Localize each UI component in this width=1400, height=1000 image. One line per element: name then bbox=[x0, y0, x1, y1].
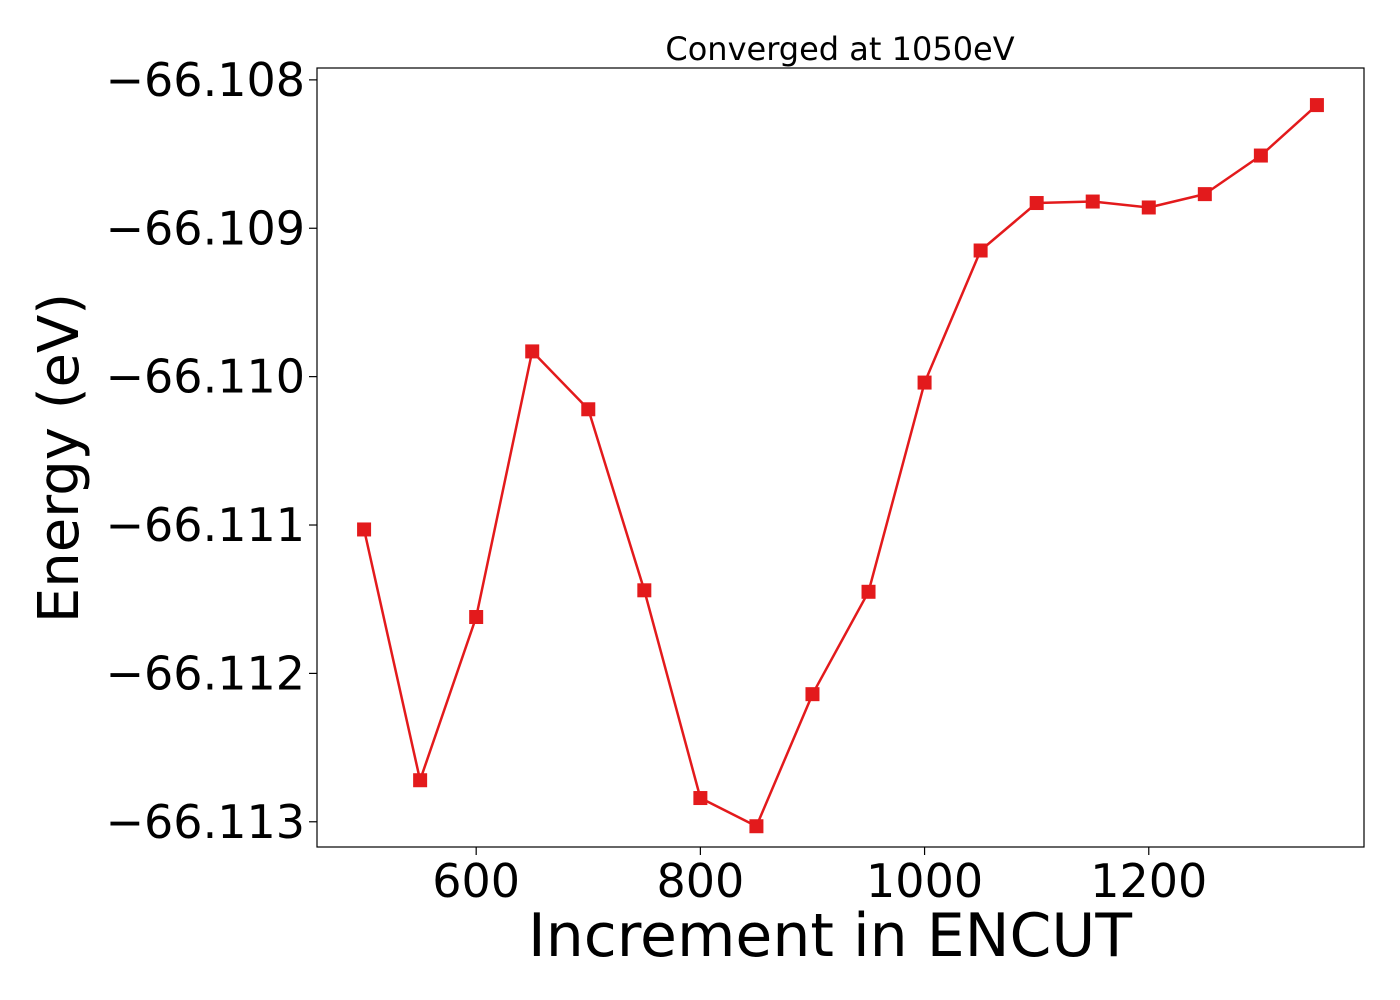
y-tick-label: −66.108 bbox=[106, 53, 306, 107]
data-point bbox=[357, 522, 372, 537]
data-point bbox=[805, 687, 820, 702]
data-point bbox=[413, 773, 428, 788]
x-tick-label: 1000 bbox=[866, 854, 983, 908]
data-point bbox=[749, 819, 764, 834]
data-point bbox=[1309, 98, 1324, 113]
plot-frame bbox=[316, 67, 1365, 848]
x-tick-label: 600 bbox=[432, 854, 520, 908]
data-point bbox=[525, 344, 540, 359]
data-point bbox=[1253, 148, 1268, 163]
y-tick-label: −66.112 bbox=[106, 646, 306, 700]
y-axis: −66.113 −66.112 −66.111 −66.110 −66.109 −66.1… bbox=[106, 53, 317, 849]
y-tick-label: −66.111 bbox=[106, 498, 306, 552]
data-point bbox=[1029, 196, 1044, 211]
data-point bbox=[693, 791, 708, 806]
y-tick-label: −66.109 bbox=[106, 201, 306, 255]
x-tick-label: 800 bbox=[656, 854, 744, 908]
x-axis-label: Increment in ENCUT bbox=[528, 901, 1132, 971]
x-tick-label: 1200 bbox=[1090, 854, 1207, 908]
data-point bbox=[581, 402, 596, 417]
y-axis-label: Energy (eV) bbox=[27, 293, 92, 623]
data-point bbox=[1197, 187, 1212, 202]
series-line bbox=[362, 104, 1318, 828]
data-point bbox=[1085, 194, 1100, 209]
series-markers bbox=[357, 98, 1324, 834]
data-point bbox=[637, 583, 652, 598]
data-point bbox=[973, 243, 988, 258]
chart-title: Converged at 1050eV bbox=[665, 30, 1014, 68]
data-point bbox=[861, 584, 876, 599]
data-point bbox=[1141, 200, 1156, 215]
y-tick-label: −66.110 bbox=[106, 350, 306, 404]
x-axis: 600 800 1000 1200 bbox=[432, 847, 1207, 908]
data-point bbox=[469, 610, 484, 625]
y-tick-label: −66.113 bbox=[106, 795, 306, 849]
data-point bbox=[917, 375, 932, 390]
